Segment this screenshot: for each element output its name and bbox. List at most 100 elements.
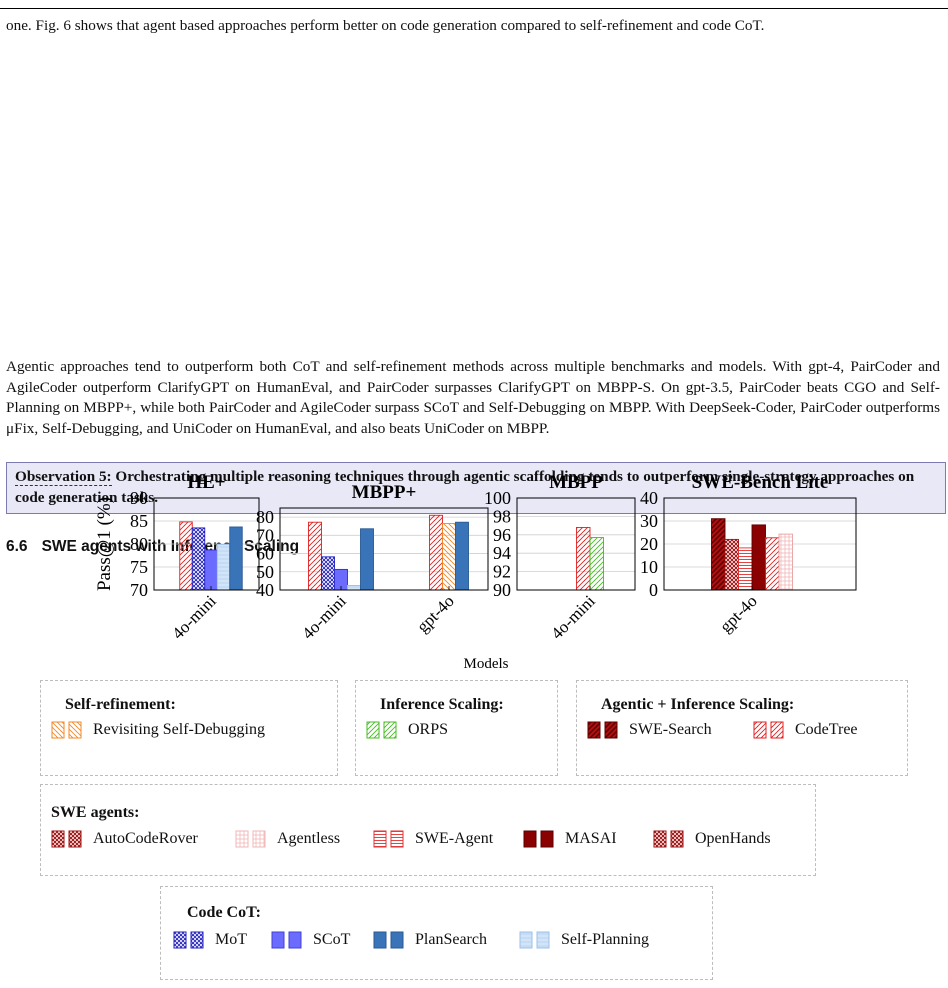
y-tick-label-0-2: 80 bbox=[130, 534, 148, 554]
bar-1-1-2 bbox=[455, 521, 469, 591]
bar-2-0-1 bbox=[589, 537, 604, 591]
legend-code-cot: Code CoT: MoT SCoT PlanSearch Self-Plann… bbox=[160, 886, 713, 980]
y-tick-label-3-3: 30 bbox=[640, 511, 658, 531]
paragraph-1: one. Fig. 6 shows that agent based appro… bbox=[6, 17, 765, 34]
legend-label-orps: ORPS bbox=[408, 721, 449, 738]
y-tick-label-2-3: 96 bbox=[493, 525, 511, 545]
y-tick-label-2-0: 90 bbox=[493, 580, 511, 600]
y-tick-label-1-1: 50 bbox=[256, 562, 274, 582]
top-rule bbox=[0, 8, 948, 9]
panel-title-1: MBPP+ bbox=[352, 482, 417, 503]
bar-3-0-0 bbox=[711, 518, 726, 591]
y-tick-label-3-4: 40 bbox=[640, 488, 658, 508]
legend-swatch-autocoderover bbox=[51, 830, 82, 848]
legend-title-swe-agents: SWE agents: bbox=[51, 804, 140, 821]
legend-swatch-masai bbox=[523, 830, 554, 848]
legend-inference-scaling: Inference Scaling: ORPS bbox=[355, 680, 558, 776]
legend-item-codetree: CodeTree bbox=[753, 721, 858, 739]
bar-0-0-2 bbox=[204, 549, 218, 591]
bar-2-0-0 bbox=[576, 526, 591, 591]
legend-label-plansearch: PlanSearch bbox=[415, 931, 487, 948]
y-tick-label-2-2: 94 bbox=[493, 543, 511, 563]
legend-item-agentless: Agentless bbox=[235, 830, 340, 848]
y-tick-label-3-1: 10 bbox=[640, 557, 658, 577]
legend-title-inference: Inference Scaling: bbox=[380, 696, 504, 713]
legend-label-swe-agent: SWE-Agent bbox=[415, 830, 494, 847]
legend-item-revisiting-self-debugging: Revisiting Self-Debugging bbox=[51, 721, 265, 739]
legend-title-self-refinement: Self-refinement: bbox=[65, 696, 176, 713]
bar-1-0-1 bbox=[321, 556, 335, 591]
bar-3-0-5 bbox=[778, 533, 793, 591]
legend-swatch-openhands bbox=[653, 830, 684, 848]
x-tick-label-0-0: 4o-mini bbox=[168, 591, 220, 643]
y-tick-label-0-3: 85 bbox=[130, 511, 148, 531]
legend-label-scot: SCoT bbox=[313, 931, 351, 948]
y-tick-label-3-2: 20 bbox=[640, 534, 658, 554]
x-axis-label: Models bbox=[464, 656, 509, 672]
section-number: 6.6 bbox=[6, 538, 28, 555]
legend-item-autocoderover: AutoCodeRover bbox=[51, 830, 198, 848]
y-tick-label-1-4: 80 bbox=[256, 507, 274, 527]
legend-item-swe-search: SWE-Search bbox=[587, 721, 712, 739]
legend-item-mot: MoT bbox=[173, 931, 247, 949]
panel-title-2: MBPP bbox=[549, 472, 603, 493]
observation-lead: Observation 5: bbox=[15, 468, 112, 486]
bar-1-0-3 bbox=[347, 584, 361, 591]
paragraph-2: Agentic approaches tend to outperform bo… bbox=[6, 358, 940, 437]
bar-1-0-4 bbox=[360, 528, 374, 591]
legend-item-swe-agent: SWE-Agent bbox=[373, 830, 493, 848]
legend-title-code-cot: Code CoT: bbox=[187, 904, 261, 921]
legend-swatch-codetree bbox=[753, 721, 784, 739]
x-tick-label-2-0: 4o-mini bbox=[547, 591, 599, 643]
x-tick-label-1-1: gpt-4o bbox=[413, 591, 458, 636]
panel-frame-3 bbox=[663, 497, 857, 591]
panel-title-3: SWE-Bench Lite bbox=[692, 472, 829, 493]
panel-frame-0 bbox=[153, 497, 260, 591]
legend-item-orps: ORPS bbox=[366, 721, 448, 739]
legend-label-autocoderover: AutoCodeRover bbox=[93, 830, 198, 847]
y-tick-label-0-1: 75 bbox=[130, 557, 148, 577]
legend-label-self-planning: Self-Planning bbox=[561, 931, 649, 948]
panel-frame-1 bbox=[279, 507, 489, 591]
bar-1-1-0 bbox=[429, 514, 443, 591]
legend-label-mot: MoT bbox=[215, 931, 247, 948]
legend-label-openhands: OpenHands bbox=[695, 830, 771, 847]
y-tick-label-0-0: 70 bbox=[130, 580, 148, 600]
y-tick-label-1-0: 40 bbox=[256, 580, 274, 600]
x-tick-label-3-0: gpt-4o bbox=[716, 591, 761, 636]
y-tick-label-3-0: 0 bbox=[649, 580, 658, 600]
legend-swatch-agentless bbox=[235, 830, 266, 848]
legend-label-codetree: CodeTree bbox=[795, 721, 858, 738]
legend-swatch-self-planning bbox=[519, 931, 550, 949]
legend-item-openhands: OpenHands bbox=[653, 830, 771, 848]
panel-title-0: HE+ bbox=[187, 472, 225, 493]
y-axis-label: Pass@1 (%) bbox=[94, 497, 115, 591]
x-tick-label-1-0: 4o-mini bbox=[298, 591, 350, 643]
observation-body: Orchestrating multiple reasoning techniq… bbox=[15, 468, 915, 506]
legend-swatch-mot bbox=[173, 931, 204, 949]
y-tick-label-1-3: 70 bbox=[256, 525, 274, 545]
bar-3-0-1 bbox=[724, 538, 739, 591]
legend-item-masai: MASAI bbox=[523, 830, 617, 848]
y-tick-label-2-4: 98 bbox=[493, 506, 511, 526]
legend-swatch-scot bbox=[271, 931, 302, 949]
legend-item-plansearch: PlanSearch bbox=[373, 931, 487, 949]
legend-swatch-orps bbox=[366, 721, 397, 739]
legend-label-swe-search: SWE-Search bbox=[629, 721, 712, 738]
bar-0-0-0 bbox=[179, 521, 193, 591]
legend-item-self-planning: Self-Planning bbox=[519, 931, 649, 949]
legend-label-masai: MASAI bbox=[565, 830, 617, 847]
legend-label-revisiting: Revisiting Self-Debugging bbox=[93, 721, 265, 738]
bar-3-0-3 bbox=[751, 524, 766, 591]
legend-self-refinement: Self-refinement: Revisiting Self-Debuggi… bbox=[40, 680, 338, 776]
legend-title-agentic: Agentic + Inference Scaling: bbox=[601, 696, 795, 713]
y-tick-label-1-2: 60 bbox=[256, 544, 274, 564]
bar-0-0-3 bbox=[216, 544, 231, 591]
bar-3-0-2 bbox=[738, 547, 753, 591]
y-tick-label-2-1: 92 bbox=[493, 562, 511, 582]
observation-box: Observation 5: Orchestrating multiple re… bbox=[6, 462, 946, 514]
bar-3-0-4 bbox=[765, 537, 780, 591]
bar-0-0-4 bbox=[229, 526, 243, 591]
